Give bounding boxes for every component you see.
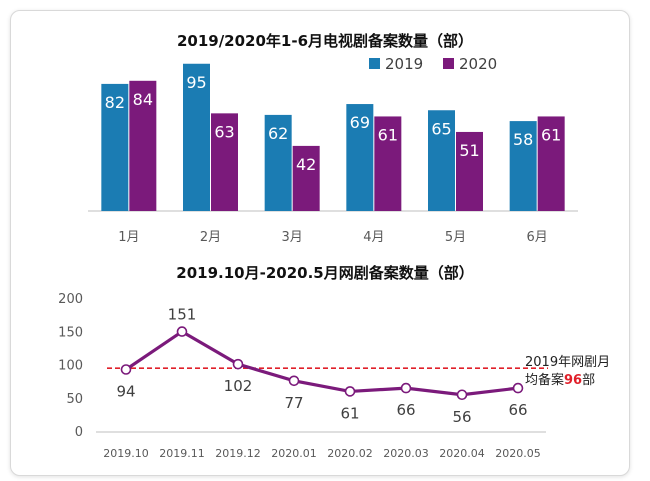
annotation-line-2: 均备案96部 (525, 372, 595, 388)
annotation-value: 96 (564, 373, 582, 388)
bar-label-2020-5: 51 (459, 141, 479, 160)
bar-2019-4 (346, 104, 374, 211)
bar-2019-6 (509, 121, 537, 211)
x-tick-label: 2020.02 (327, 447, 373, 460)
data-point (456, 389, 468, 401)
data-point (512, 382, 524, 394)
bar-2019-3 (264, 114, 292, 211)
legend-swatch-2020 (443, 58, 454, 69)
x-tick-label: 2月 (200, 230, 221, 245)
annotation-suffix: 部 (582, 373, 595, 388)
point-label: 66 (396, 401, 415, 419)
bar-2019-2 (183, 63, 210, 211)
bar-2020-2 (211, 113, 238, 211)
data-point (120, 364, 132, 375)
x-tick-label: 2020.03 (383, 447, 429, 460)
x-tick-label: 2020.05 (495, 447, 541, 460)
annotation-line-1: 2019年网剧月 (525, 355, 610, 370)
legend-swatch-2019 (369, 58, 380, 69)
y-tick-label: 50 (66, 392, 83, 407)
x-tick-label: 2019.11 (159, 447, 205, 460)
bar-label-2020-6: 61 (541, 125, 561, 144)
y-tick-label: 0 (75, 425, 83, 440)
x-tick-label: 5月 (445, 230, 466, 245)
data-point (344, 386, 356, 397)
point-label: 94 (116, 382, 135, 400)
bar-2019-5 (428, 110, 455, 211)
point-label: 61 (340, 404, 359, 422)
x-tick-label: 2019.10 (103, 447, 149, 460)
bar-label-2019-4: 69 (350, 113, 370, 132)
line-chart-title: 2019.10月-2020.5月网剧备案数量（部） (176, 264, 474, 282)
data-point (176, 326, 188, 337)
x-tick-label: 4月 (363, 230, 384, 245)
bar-label-2020-3: 42 (296, 155, 316, 174)
bar-label-2019-1: 82 (105, 93, 125, 112)
bar-label-2019-6: 58 (513, 130, 533, 149)
point-label: 66 (508, 401, 527, 419)
data-point (400, 382, 412, 394)
series-line (125, 329, 519, 397)
x-tick-label: 2020.01 (271, 447, 317, 460)
bar-2020-5 (456, 131, 483, 211)
bar-2020-1 (129, 80, 157, 211)
point-label: 56 (452, 408, 471, 426)
bar-label-2019-5: 65 (431, 119, 451, 138)
bar-label-2020-2: 63 (214, 122, 234, 141)
bar-2020-6 (537, 116, 565, 211)
bar-chart-title: 2019/2020年1-6月电视剧备案数量（部） (176, 32, 474, 50)
x-tick-label: 1月 (118, 230, 139, 245)
y-tick-label: 100 (58, 359, 83, 374)
legend-label-2019: 2019 (385, 55, 423, 73)
x-tick-label: 6月 (527, 230, 548, 245)
annotation-prefix: 均备案 (525, 372, 564, 388)
bar-2020-3 (292, 145, 320, 211)
bar-label-2020-1: 84 (133, 90, 153, 109)
point-label: 77 (284, 394, 303, 412)
bar-label-2020-4: 61 (378, 125, 398, 144)
bar-label-2019-2: 95 (186, 73, 206, 92)
data-point (232, 358, 244, 370)
data-point (288, 375, 300, 387)
x-tick-label: 3月 (282, 230, 303, 245)
bar-label-2019-3: 62 (268, 124, 288, 143)
bar-2019-1 (101, 83, 129, 211)
point-label: 151 (168, 306, 197, 324)
y-tick-label: 150 (58, 325, 83, 340)
x-tick-label: 2019.12 (215, 447, 261, 460)
legend-label-2020: 2020 (459, 55, 497, 73)
point-label: 102 (224, 377, 253, 395)
bar-2020-4 (374, 116, 402, 211)
x-tick-label: 2020.04 (439, 447, 485, 460)
y-tick-label: 200 (58, 292, 83, 307)
